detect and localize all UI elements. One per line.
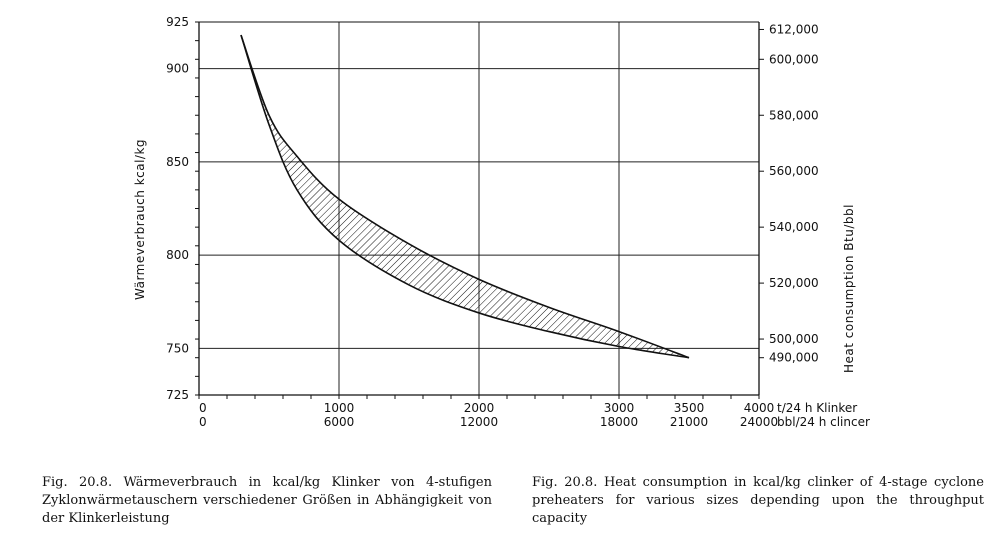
x-tick-label-t: 2000 (464, 401, 495, 415)
x-unit-label-t: t/24 h Klinker (777, 401, 857, 415)
y-axis-right-label: Heat consumption Btu/bbl (842, 204, 856, 373)
x-tick-label-bbl: 18000 (600, 415, 638, 429)
upper-curve (240, 34, 690, 359)
y-right-tick-label: 612,000 (769, 22, 819, 36)
y-left-tick-label: 850 (166, 155, 189, 169)
y-right-tick-label: 520,000 (769, 276, 819, 290)
y-axis-left-label: Wärmeverbrauch kcal/kg (133, 139, 147, 300)
lower-curve (240, 34, 690, 359)
heat-consumption-chart: 725 750 800 850 900 925 490,000 500,000 520,000 5… (133, 15, 870, 429)
caption-german: Fig. 20.8. Wärmeverbrauch in kcal/kg Kli… (42, 475, 492, 526)
y-left-tick-label: 750 (166, 341, 189, 355)
x-tick-label-bbl: 12000 (460, 415, 498, 429)
x-tick-label-t: 0 (199, 401, 207, 415)
tick-labels: 725 750 800 850 900 925 490,000 500,000 520,000 5… (166, 15, 870, 429)
x-tick-label-bbl: 6000 (324, 415, 355, 429)
x-tick-label-t: 3500 (674, 401, 705, 415)
axes (195, 21, 764, 399)
y-left-tick-label: 925 (166, 15, 189, 29)
x-tick-label-t: 3000 (604, 401, 635, 415)
x-tick-label-t: 1000 (324, 401, 355, 415)
x-tick-label-bbl: 0 (199, 415, 207, 429)
grid (199, 22, 759, 395)
y-left-tick-label: 900 (166, 62, 189, 76)
caption-english: Fig. 20.8. Heat consumption in kcal/kg c… (532, 475, 984, 526)
y-left-tick-label: 800 (166, 248, 189, 262)
y-right-tick-label: 490,000 (769, 351, 819, 365)
x-tick-label-t: 4000 (744, 401, 775, 415)
y-right-tick-label: 560,000 (769, 164, 819, 178)
y-right-tick-label: 580,000 (769, 108, 819, 122)
data-band (240, 34, 690, 359)
x-tick-label-bbl: 24000 (740, 415, 778, 429)
y-right-tick-label: 540,000 (769, 220, 819, 234)
y-right-tick-label: 600,000 (769, 52, 819, 66)
x-tick-label-bbl: 21000 (670, 415, 708, 429)
y-right-tick-label: 500,000 (769, 332, 819, 346)
y-left-tick-label: 725 (166, 388, 189, 402)
x-unit-label-bbl: bbl/24 h clincer (777, 415, 870, 429)
hatched-band-fill (241, 35, 689, 358)
